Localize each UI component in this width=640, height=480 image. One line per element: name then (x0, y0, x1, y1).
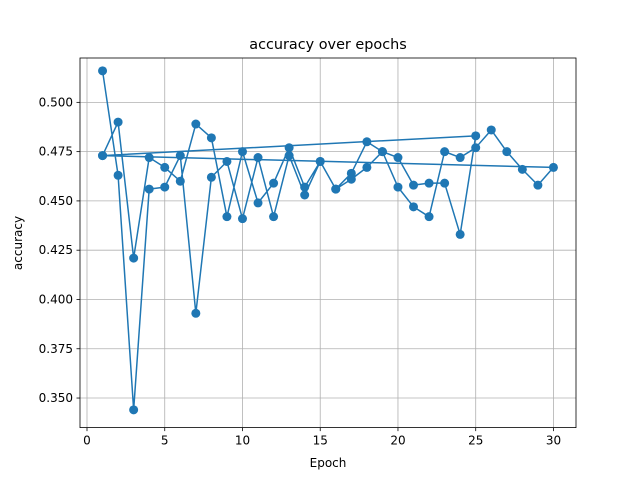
data-point (377, 147, 387, 157)
x-axis-ticks: 0 5 10 15 20 25 30 (83, 427, 561, 448)
data-point (113, 170, 123, 180)
data-point (455, 229, 465, 239)
y-axis-label: accuracy (11, 216, 25, 270)
y-tick-label: 0.400 (39, 292, 73, 306)
data-point (206, 133, 216, 143)
data-point (237, 214, 247, 224)
data-point (237, 147, 247, 157)
y-tick-label: 0.425 (39, 243, 73, 257)
data-point (129, 253, 139, 263)
data-point (253, 198, 263, 208)
series-group (98, 66, 558, 415)
x-tick-label: 25 (468, 434, 483, 448)
grid-lines (80, 58, 576, 428)
x-tick-label: 0 (83, 434, 91, 448)
data-point (393, 182, 403, 192)
data-point (191, 308, 201, 318)
data-point (346, 168, 356, 178)
data-point (98, 66, 108, 76)
data-point (300, 190, 310, 200)
data-point (191, 119, 201, 129)
data-point (175, 176, 185, 186)
data-point (471, 143, 481, 153)
data-point (362, 137, 372, 147)
data-point (409, 202, 419, 212)
data-point (222, 212, 232, 222)
y-tick-label: 0.450 (39, 194, 73, 208)
data-point (129, 405, 139, 415)
x-tick-label: 20 (390, 434, 405, 448)
data-point (253, 153, 263, 163)
data-point (471, 131, 481, 141)
data-point (300, 182, 310, 192)
data-point (440, 147, 450, 157)
y-tick-label: 0.475 (39, 145, 73, 159)
data-point (533, 180, 543, 190)
data-point (175, 151, 185, 161)
y-tick-label: 0.375 (39, 342, 73, 356)
y-axis-ticks: 0.350 0.375 0.400 0.425 0.450 0.475 0.500 (39, 95, 80, 405)
data-point (160, 182, 170, 192)
x-tick-label: 10 (235, 434, 250, 448)
y-tick-label: 0.350 (39, 391, 73, 405)
data-point (160, 162, 170, 172)
data-point (206, 172, 216, 182)
data-point (440, 178, 450, 188)
x-tick-label: 5 (161, 434, 169, 448)
y-tick-label: 0.500 (39, 95, 73, 109)
x-axis-label: Epoch (310, 456, 347, 470)
data-point (284, 151, 294, 161)
data-point (315, 156, 325, 166)
series-line (101, 70, 555, 411)
data-point (409, 180, 419, 190)
plot-frame (79, 57, 577, 429)
data-point (548, 162, 558, 172)
data-point (269, 212, 279, 222)
data-point (269, 178, 279, 188)
data-point (144, 153, 154, 163)
data-point (455, 153, 465, 163)
data-point (362, 162, 372, 172)
data-point (486, 125, 496, 135)
data-point (144, 184, 154, 194)
data-point (502, 147, 512, 157)
data-point (331, 184, 341, 194)
data-point (222, 156, 232, 166)
data-point (424, 178, 434, 188)
chart-title: accuracy over epochs (249, 37, 407, 53)
data-point (393, 153, 403, 163)
x-tick-label: 15 (313, 434, 328, 448)
data-point (284, 143, 294, 153)
data-point (517, 164, 527, 174)
data-point (424, 212, 434, 222)
data-point (98, 151, 108, 161)
x-tick-label: 30 (546, 434, 561, 448)
data-point (113, 117, 123, 127)
